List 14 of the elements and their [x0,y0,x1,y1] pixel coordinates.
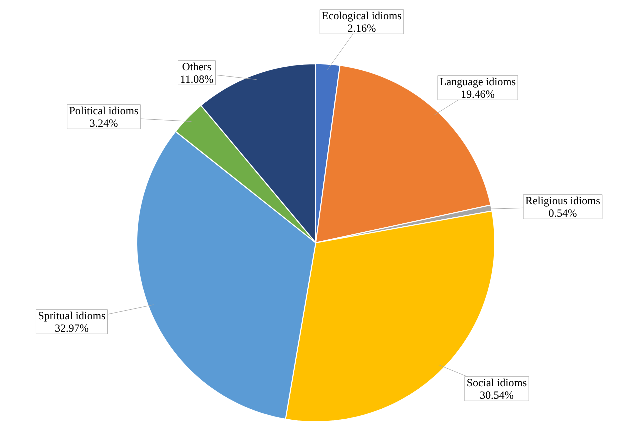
data-label: 32.97% [56,324,89,332]
slice-label: Ecological idioms [322,12,402,22]
data-label: 2.16% [348,24,376,32]
slice-label: Language idioms [440,78,516,88]
data-label: 30.54% [480,392,514,400]
slice-label: Political idioms [70,106,138,115]
slice-label: Others [182,62,212,71]
slice-label: Religious idioms [526,196,600,207]
slice-label: Social idioms [468,378,527,387]
data-label: 11.08% [181,76,214,84]
data-label: 0.54% [549,210,577,218]
data-label: 19.46% [462,90,495,98]
data-label: 3.24% [90,120,118,128]
slice-label: Spritual idioms [38,312,106,322]
